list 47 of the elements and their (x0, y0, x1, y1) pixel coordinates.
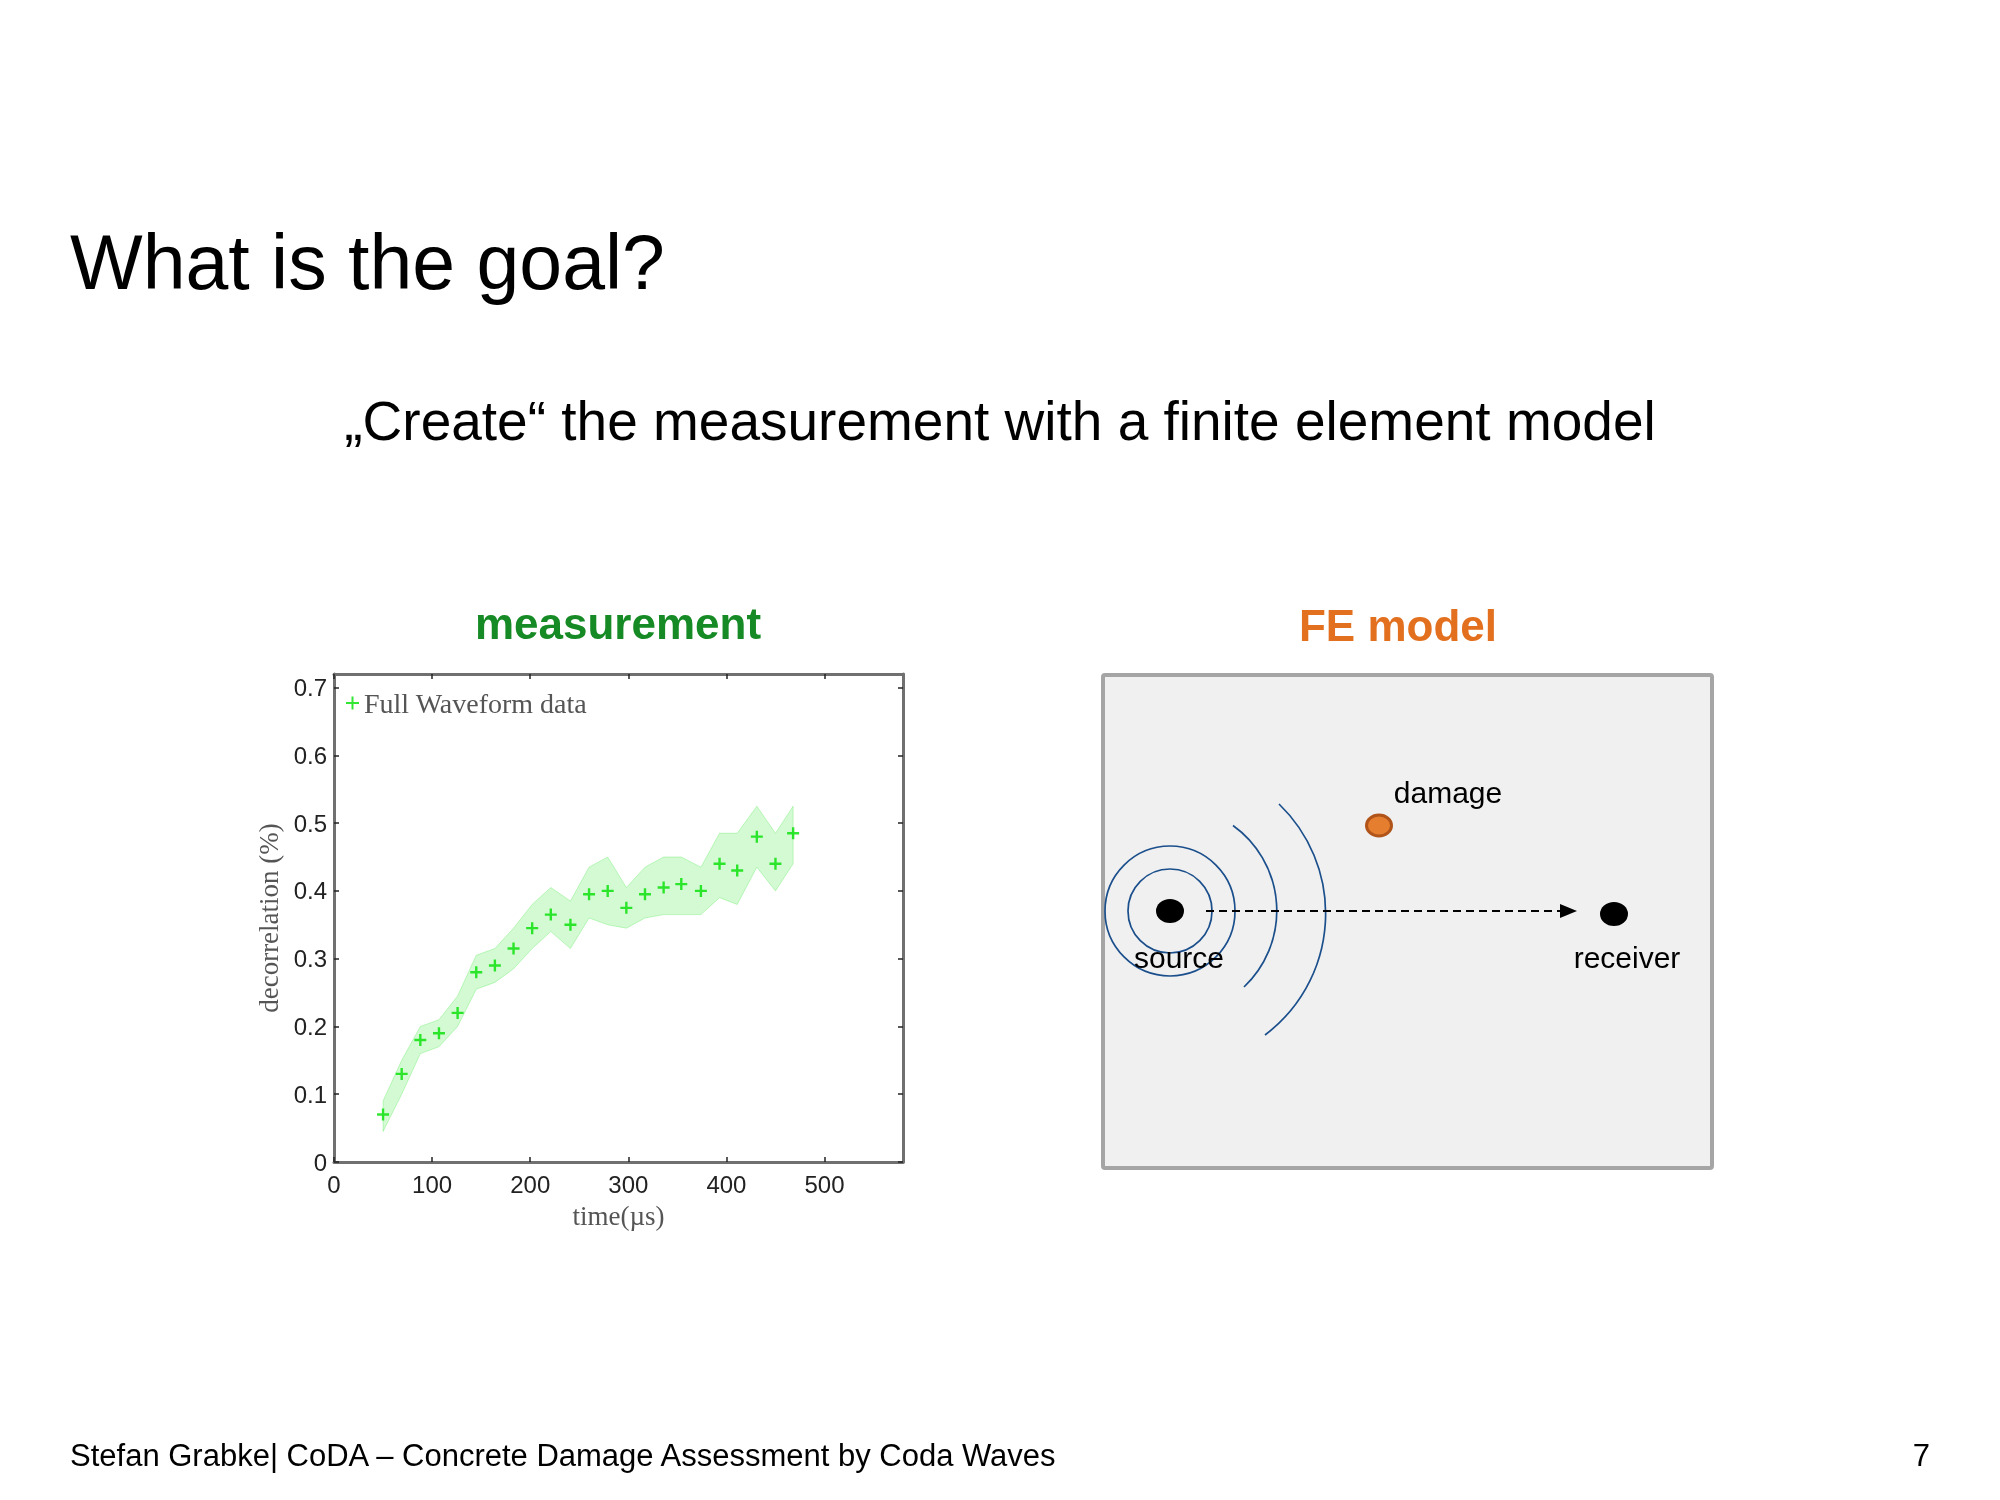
text: receiver (1573, 940, 1681, 976)
point (450, 1005, 465, 1021)
point (563, 917, 578, 932)
point (619, 900, 634, 916)
point (693, 883, 709, 899)
x-tick-label: 500 (804, 1170, 845, 1198)
point (581, 887, 597, 902)
point (375, 1107, 391, 1122)
point (524, 920, 540, 936)
text: 7 (1912, 1438, 1930, 1473)
point (487, 958, 503, 973)
y-tick-label: 0.4 (293, 877, 327, 905)
text: What is the goal? (70, 219, 665, 305)
point (413, 1032, 428, 1048)
point (749, 829, 765, 844)
point (712, 856, 727, 871)
point (469, 965, 484, 980)
point (637, 887, 653, 902)
x-tick-label: 400 (706, 1170, 747, 1198)
point (785, 826, 801, 841)
y-tick-label: 0.1 (293, 1080, 327, 1108)
x-axis-title: time(µs) (572, 1200, 665, 1231)
point (730, 863, 745, 878)
text: Stefan Grabke| CoDA – Concrete Damage Assessment by Coda Waves (70, 1438, 1056, 1473)
point (600, 883, 615, 899)
point (431, 1026, 447, 1041)
y-tick-label: 0.2 (293, 1012, 327, 1040)
text: FE model (1298, 601, 1498, 650)
x-tick-label: 300 (608, 1170, 649, 1198)
point (768, 856, 783, 871)
y-tick-label: 0.6 (293, 741, 327, 769)
y-axis-title: decorrelation (%) (253, 823, 284, 1013)
text: „Create“ the measurement with a finite element model (344, 390, 1656, 452)
point (674, 876, 689, 892)
y-tick-label: 0 (313, 1148, 327, 1176)
point (506, 941, 521, 956)
text: damage (1393, 775, 1503, 811)
x-tick-label: 200 (510, 1170, 551, 1198)
point (543, 907, 559, 922)
point (656, 880, 671, 895)
x-tick-label: 100 (412, 1170, 453, 1198)
y-tick-label: 0.5 (293, 809, 327, 837)
y-tick-label: 0.3 (293, 945, 327, 973)
legend-label: Full Waveform data (364, 687, 588, 719)
y-tick-label: 0.7 (293, 674, 327, 702)
point (394, 1066, 409, 1082)
chart-title: measurement (474, 598, 762, 648)
